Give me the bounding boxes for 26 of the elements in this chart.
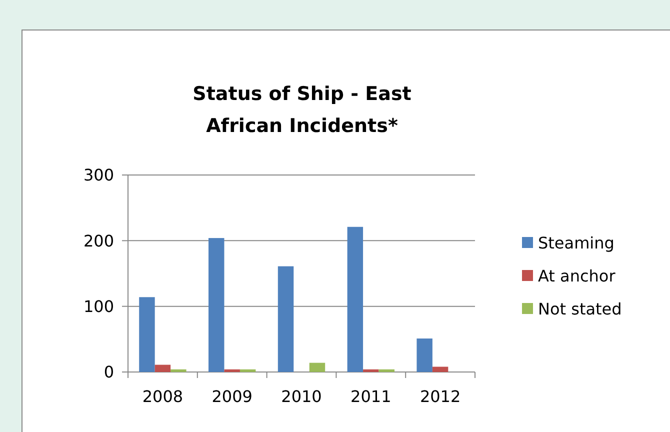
chart-title: Status of Ship - East African Incidents*	[192, 83, 412, 137]
bar	[139, 297, 155, 372]
x-tick-label: 2010	[281, 387, 322, 406]
x-tick-label: 2009	[212, 387, 252, 406]
y-tick-label: 0	[104, 362, 114, 382]
x-tick-label: 2011	[350, 387, 392, 406]
bar	[416, 338, 432, 372]
y-tick-label: 100	[83, 296, 114, 316]
y-tick-label: 300	[83, 166, 114, 185]
bar	[278, 266, 294, 372]
bar	[363, 369, 379, 372]
bar	[347, 226, 364, 372]
bar	[224, 369, 240, 372]
bar	[154, 364, 171, 372]
x-tick-label: 2008	[142, 387, 184, 406]
bar	[240, 369, 256, 372]
legend-label: At anchor	[538, 266, 616, 286]
y-tick-label: 200	[83, 231, 114, 250]
bar	[208, 238, 224, 372]
bar	[309, 362, 326, 372]
legend-label: Not stated	[538, 300, 622, 319]
bar	[378, 369, 394, 372]
bar	[432, 366, 448, 372]
x-tick-label: 2012	[420, 387, 461, 406]
legend-label: Steaming	[538, 234, 614, 253]
bar	[170, 369, 186, 372]
